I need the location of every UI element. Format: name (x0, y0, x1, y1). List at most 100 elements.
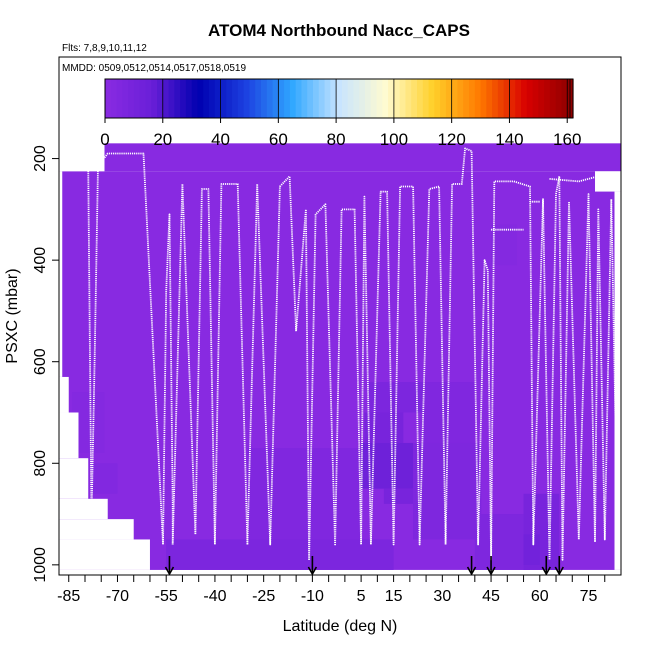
colorbar-segment-28 (266, 79, 274, 118)
colorbar-segment-24 (243, 79, 251, 118)
colorbar-tick-label-0: 0 (100, 130, 109, 149)
colorbar-segment-40 (336, 79, 343, 118)
flight-track-dive-2 (171, 183, 249, 546)
y-axis-label: PSXC (mbar) (4, 268, 21, 363)
colorbar-segment-41 (341, 79, 349, 118)
colorbar-segment-48 (382, 79, 389, 118)
colorbar-segment-59 (445, 79, 453, 118)
colorbar-tick-label-7: 140 (495, 130, 523, 149)
colorbar-segment-58 (440, 79, 447, 118)
colorbar-segment-34 (301, 79, 308, 118)
colorbar-segment-45 (365, 79, 372, 118)
colorbar-tick-label-2: 40 (211, 130, 230, 149)
colorbar-segment-37 (318, 79, 326, 118)
flight-track-step-line-b (549, 175, 599, 183)
x-axis: -85 -70 -55 -40 -25 -10 5 15 30 45 60 75 (57, 575, 606, 605)
colorbar-segment-73 (526, 79, 534, 118)
colorbar-segment-10 (162, 79, 170, 118)
colorbar-segment-57 (434, 79, 441, 118)
flights-label: Flts: 7,8,9,10,11,12 (62, 43, 147, 54)
missing-region-6 (59, 519, 134, 540)
y-tick-label-1: 400 (32, 247, 49, 274)
x-tick-label-11: 75 (580, 588, 598, 605)
colorbar-segment-43 (353, 79, 360, 118)
colorbar-frame (104, 78, 574, 119)
colorbar-segment-9 (157, 79, 164, 118)
colorbar-segment-29 (272, 79, 279, 118)
colorbar-tick-label-3: 60 (269, 130, 288, 149)
heatmap-cell-8 (247, 448, 362, 545)
y-tick-label-4: 1000 (32, 547, 49, 583)
colorbar-segment-69 (503, 79, 511, 118)
flight-track-dive-4 (308, 185, 447, 560)
heatmap-cell-13 (491, 224, 518, 266)
colorbar-segment-33 (295, 79, 303, 118)
x-tick-label-2: -55 (155, 588, 178, 605)
x-tick-label-0: -85 (57, 588, 80, 605)
colorbar-segment-63 (469, 79, 476, 118)
sonde-arrow-head-3 (486, 566, 496, 576)
colorbar-segment-67 (492, 79, 499, 118)
x-tick-label-4: -25 (252, 588, 275, 605)
x-tick-label-1: -70 (106, 588, 129, 605)
missing-region-1 (59, 171, 63, 377)
colorbar-segment-47 (376, 79, 383, 118)
sonde-arrow-head-5 (554, 566, 564, 576)
colorbar-segment-79 (561, 79, 568, 118)
colorbar-segment-44 (359, 79, 366, 118)
colorbar-tick-label-4: 80 (327, 130, 346, 149)
colorbar-segment-62 (463, 79, 470, 118)
colorbar-segment-6 (139, 79, 147, 118)
colorbar-segment-52 (405, 79, 412, 118)
heatmap-cell-10 (474, 514, 531, 570)
heatmap-cell-4 (364, 412, 404, 443)
flight-track-dive-3 (246, 175, 310, 560)
colorbar-segment-32 (289, 79, 297, 118)
flight-track-dive-5 (444, 147, 619, 561)
missing-region-5 (59, 498, 108, 520)
colorbar-segment-0 (105, 79, 112, 118)
colorbar-segment-36 (313, 79, 320, 118)
colorbar-segment-75 (538, 79, 545, 118)
colorbar-segment-50 (393, 79, 401, 118)
colorbar-segment-70 (509, 79, 516, 118)
colorbar-segment-65 (480, 79, 487, 118)
x-axis-label: Latitude (deg N) (283, 618, 398, 635)
colorbar-segment-49 (388, 79, 395, 118)
colorbar-segment-56 (428, 79, 435, 118)
flight-track-dive-1 (72, 152, 174, 546)
colorbar-segment-80 (567, 79, 574, 118)
colorbar-segment-8 (151, 79, 158, 118)
x-tick-label-10: 60 (531, 588, 549, 605)
colorbar-tick-label-5: 100 (380, 130, 408, 149)
x-tick-label-3: -40 (203, 588, 226, 605)
colorbar-segment-5 (133, 79, 141, 118)
y-axis: 200 400 600 800 1000 (32, 145, 59, 583)
x-tick-label-9: 45 (482, 588, 500, 605)
colorbar-segment-25 (249, 79, 256, 118)
colorbar-segment-18 (209, 79, 216, 118)
heatmap-cell-12 (523, 534, 540, 565)
colorbar-segment-31 (284, 79, 291, 118)
y-tick-label-2: 600 (32, 348, 49, 375)
heatmap-cell-0 (104, 143, 621, 172)
sonde-arrow-head-0 (164, 566, 175, 576)
missing-region-8 (595, 171, 621, 192)
colorbar-tick-label-1: 20 (153, 130, 172, 149)
colorbar-segment-61 (457, 79, 464, 118)
colorbar-segment-38 (324, 79, 331, 118)
colorbar-segment-74 (532, 79, 539, 118)
colorbar-segment-51 (399, 79, 407, 118)
colorbar-segment-55 (422, 79, 430, 118)
missing-region-4 (59, 458, 89, 499)
colorbar-segment-20 (220, 79, 227, 118)
colorbar-segment-27 (261, 79, 268, 118)
colorbar-segment-71 (515, 79, 522, 118)
colorbar-segment-15 (191, 79, 199, 118)
heatmap-cell-9 (166, 539, 394, 570)
colorbar-segment-3 (122, 79, 129, 118)
missing-region-3 (59, 412, 79, 459)
y-tick-label-0: 200 (32, 145, 49, 172)
